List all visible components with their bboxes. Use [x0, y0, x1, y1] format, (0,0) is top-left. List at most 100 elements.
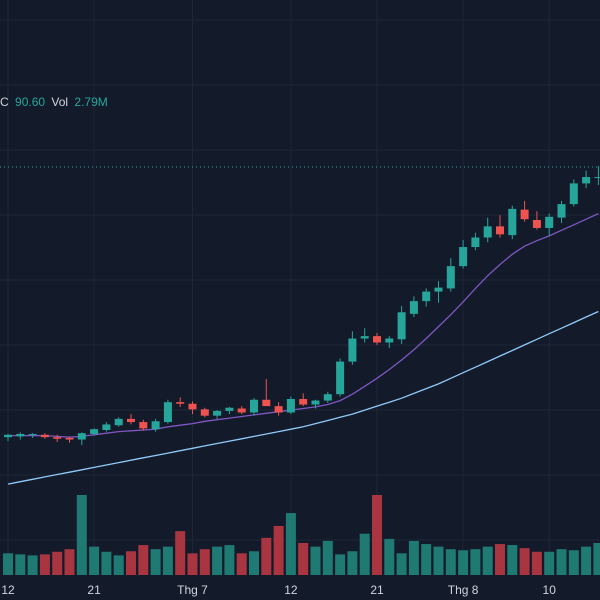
x-tick-label: 12 — [1, 583, 15, 597]
x-tick-label: 10 — [543, 583, 557, 597]
volume-bar — [322, 540, 333, 575]
x-tick-label: 12 — [284, 583, 298, 597]
candle-body — [471, 237, 480, 248]
candle-body — [373, 336, 381, 343]
candle-body — [508, 208, 517, 236]
close-label: C — [0, 95, 9, 109]
candle-body — [434, 287, 443, 292]
candle-body — [385, 338, 394, 343]
candle-body — [102, 424, 111, 430]
volume-bar — [445, 549, 456, 575]
candle-body — [90, 429, 99, 434]
candle-body — [286, 398, 295, 413]
volume-value: 2.79M — [74, 95, 108, 109]
volume-bar — [249, 551, 259, 575]
candle-body — [336, 361, 345, 395]
candle-body — [250, 399, 258, 413]
candle-body — [311, 400, 320, 405]
volume-bar — [126, 551, 136, 575]
candle-body — [176, 402, 185, 404]
volume-bar — [396, 553, 407, 575]
volume-bar — [495, 544, 505, 575]
candle-body — [213, 410, 222, 416]
x-tick-label: 21 — [370, 583, 384, 597]
volume-bar — [285, 513, 296, 575]
candle-body — [483, 226, 492, 238]
candle-body — [397, 312, 406, 340]
volume-bar — [298, 543, 309, 575]
volume-bar — [236, 553, 247, 575]
candle-body — [582, 177, 591, 184]
volume-bar — [273, 525, 284, 575]
volume-bar — [482, 546, 493, 575]
candle-body — [520, 209, 529, 220]
candle-body — [557, 204, 566, 218]
candle-body — [569, 183, 578, 205]
candle-body — [274, 406, 283, 413]
volume-bar — [581, 546, 592, 575]
x-tick-label: Thg 8 — [448, 583, 479, 597]
volume-bar — [519, 548, 530, 575]
volume-bar — [408, 540, 419, 575]
candle-body — [409, 301, 418, 314]
candle-body — [28, 433, 37, 435]
x-tick-label: Thg 7 — [177, 583, 208, 597]
volume-bar — [162, 546, 173, 575]
candle-body — [459, 247, 468, 267]
volume-bar — [556, 549, 567, 575]
volume-bar — [150, 549, 161, 575]
volume-bar — [310, 546, 321, 575]
volume-bar — [421, 544, 432, 575]
price-legend: C 90.60 Vol 2.79M — [0, 95, 111, 109]
volume-bar — [27, 555, 38, 575]
candle-body — [151, 421, 160, 430]
volume-bar — [531, 551, 542, 575]
volume-bar — [64, 549, 75, 575]
candle-body — [16, 433, 25, 437]
candle-body — [237, 408, 246, 413]
volume-bar — [76, 495, 87, 575]
volume-bar — [224, 545, 235, 575]
volume-bar — [384, 538, 395, 575]
candle-body — [594, 177, 600, 179]
candle-body — [163, 402, 172, 423]
volume-bar — [187, 553, 198, 575]
volume-bar — [359, 533, 370, 575]
candle-body — [127, 418, 135, 423]
volume-bar — [593, 543, 600, 575]
volume-bar — [544, 551, 555, 575]
candle-body — [53, 437, 62, 439]
candle-body — [422, 291, 431, 302]
volume-bar — [507, 545, 518, 575]
volume-bar — [113, 555, 124, 575]
candle-body — [114, 418, 123, 426]
volume-bar — [212, 546, 223, 575]
candle-body — [139, 422, 148, 429]
volume-bar — [101, 551, 112, 575]
candle-body — [348, 338, 357, 362]
candle-body — [323, 394, 332, 401]
candle-body — [532, 220, 541, 228]
candle-body — [545, 216, 554, 228]
volume-bar — [347, 551, 358, 575]
volume-bar — [470, 549, 481, 575]
volume-bar — [52, 551, 63, 575]
volume-bar — [433, 546, 444, 575]
volume-bar — [89, 546, 100, 575]
candle-body — [446, 266, 455, 289]
volume-bar — [175, 531, 186, 575]
ma-short-line — [8, 213, 599, 438]
volume-bar — [199, 549, 210, 575]
candle-body — [299, 398, 308, 405]
x-tick-label: 21 — [87, 583, 101, 597]
candle-body — [65, 437, 74, 440]
candle-body — [188, 403, 197, 410]
volume-bar — [568, 550, 579, 575]
candle-body — [200, 409, 209, 416]
candle-body — [77, 433, 86, 440]
candle-body — [496, 226, 504, 235]
volume-bar — [372, 495, 382, 575]
candle-body — [360, 336, 369, 339]
